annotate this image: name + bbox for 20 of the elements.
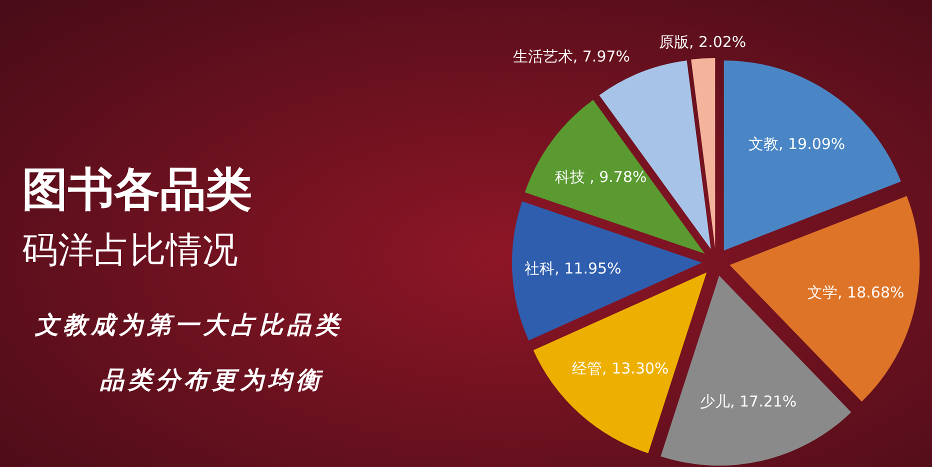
text: 图书各品类 — [22, 162, 252, 216]
data-label: , 2.02% — [688, 32, 746, 51]
data-label: , 18.68% — [838, 284, 904, 302]
data-label: , 11.95% — [554, 260, 622, 278]
text: 文教成为第一大占比品类 — [34, 311, 343, 339]
slice-label: 文学 — [808, 284, 838, 302]
data-label: , 7.97% — [572, 47, 630, 66]
slice-label: 原版 — [658, 32, 689, 51]
data-label: , 13.30% — [602, 360, 669, 378]
slice-label: 少儿 — [700, 392, 730, 410]
slice-label: 科技 — [554, 168, 585, 186]
slice-label: 社科 — [524, 260, 555, 278]
slice-label: 文教 — [748, 134, 778, 153]
slice-label: 经管 — [572, 360, 602, 378]
data-label: , 19.09% — [778, 134, 846, 153]
text: 码洋占比情况 — [22, 230, 238, 271]
slice-label: 生活艺术 — [512, 47, 573, 66]
data-label: , 17.21% — [730, 392, 797, 410]
text: 品类分布更为均衡 — [99, 366, 324, 394]
data-label: , 9.78% — [584, 168, 647, 186]
